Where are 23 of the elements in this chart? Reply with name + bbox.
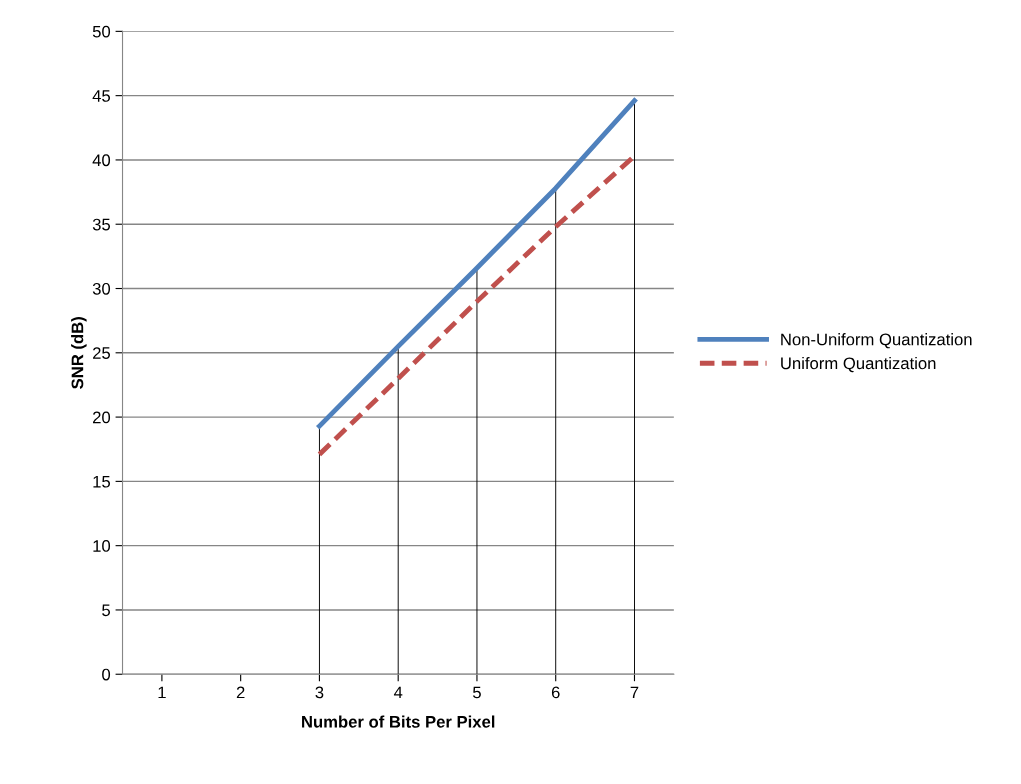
- x-axis-title: Number of Bits Per Pixel: [302, 715, 495, 728]
- x-tick-label: 3: [315, 686, 324, 699]
- x-tick-label: 5: [472, 686, 481, 699]
- x-tick-label: 6: [551, 686, 560, 699]
- y-tick-label: 45: [92, 90, 111, 102]
- y-tick-label: 35: [92, 218, 111, 231]
- y-tick-label: 30: [92, 282, 111, 295]
- y-tick-label: 50: [92, 25, 111, 38]
- x-tick-label: 2: [236, 686, 245, 699]
- x-tick-label: 7: [630, 686, 639, 699]
- y-tick-label: 40: [92, 154, 111, 167]
- x-tick-label: 1: [158, 686, 166, 699]
- y-tick-label: 25: [93, 347, 111, 359]
- y-tick-label: 0: [102, 668, 111, 681]
- y-tick-label: 10: [93, 540, 111, 552]
- y-tick-label: 15: [93, 475, 111, 488]
- line-series: [317, 98, 637, 429]
- legend-label: Non-Uniform Quantization: [781, 333, 972, 349]
- y-tick-label: 20: [93, 411, 111, 424]
- x-tick-label: 4: [393, 686, 403, 699]
- y-tick-label: 5: [102, 604, 111, 617]
- legend-label: Uniform Quantization: [781, 356, 936, 373]
- y-axis-title: SNR (dB): [71, 317, 87, 389]
